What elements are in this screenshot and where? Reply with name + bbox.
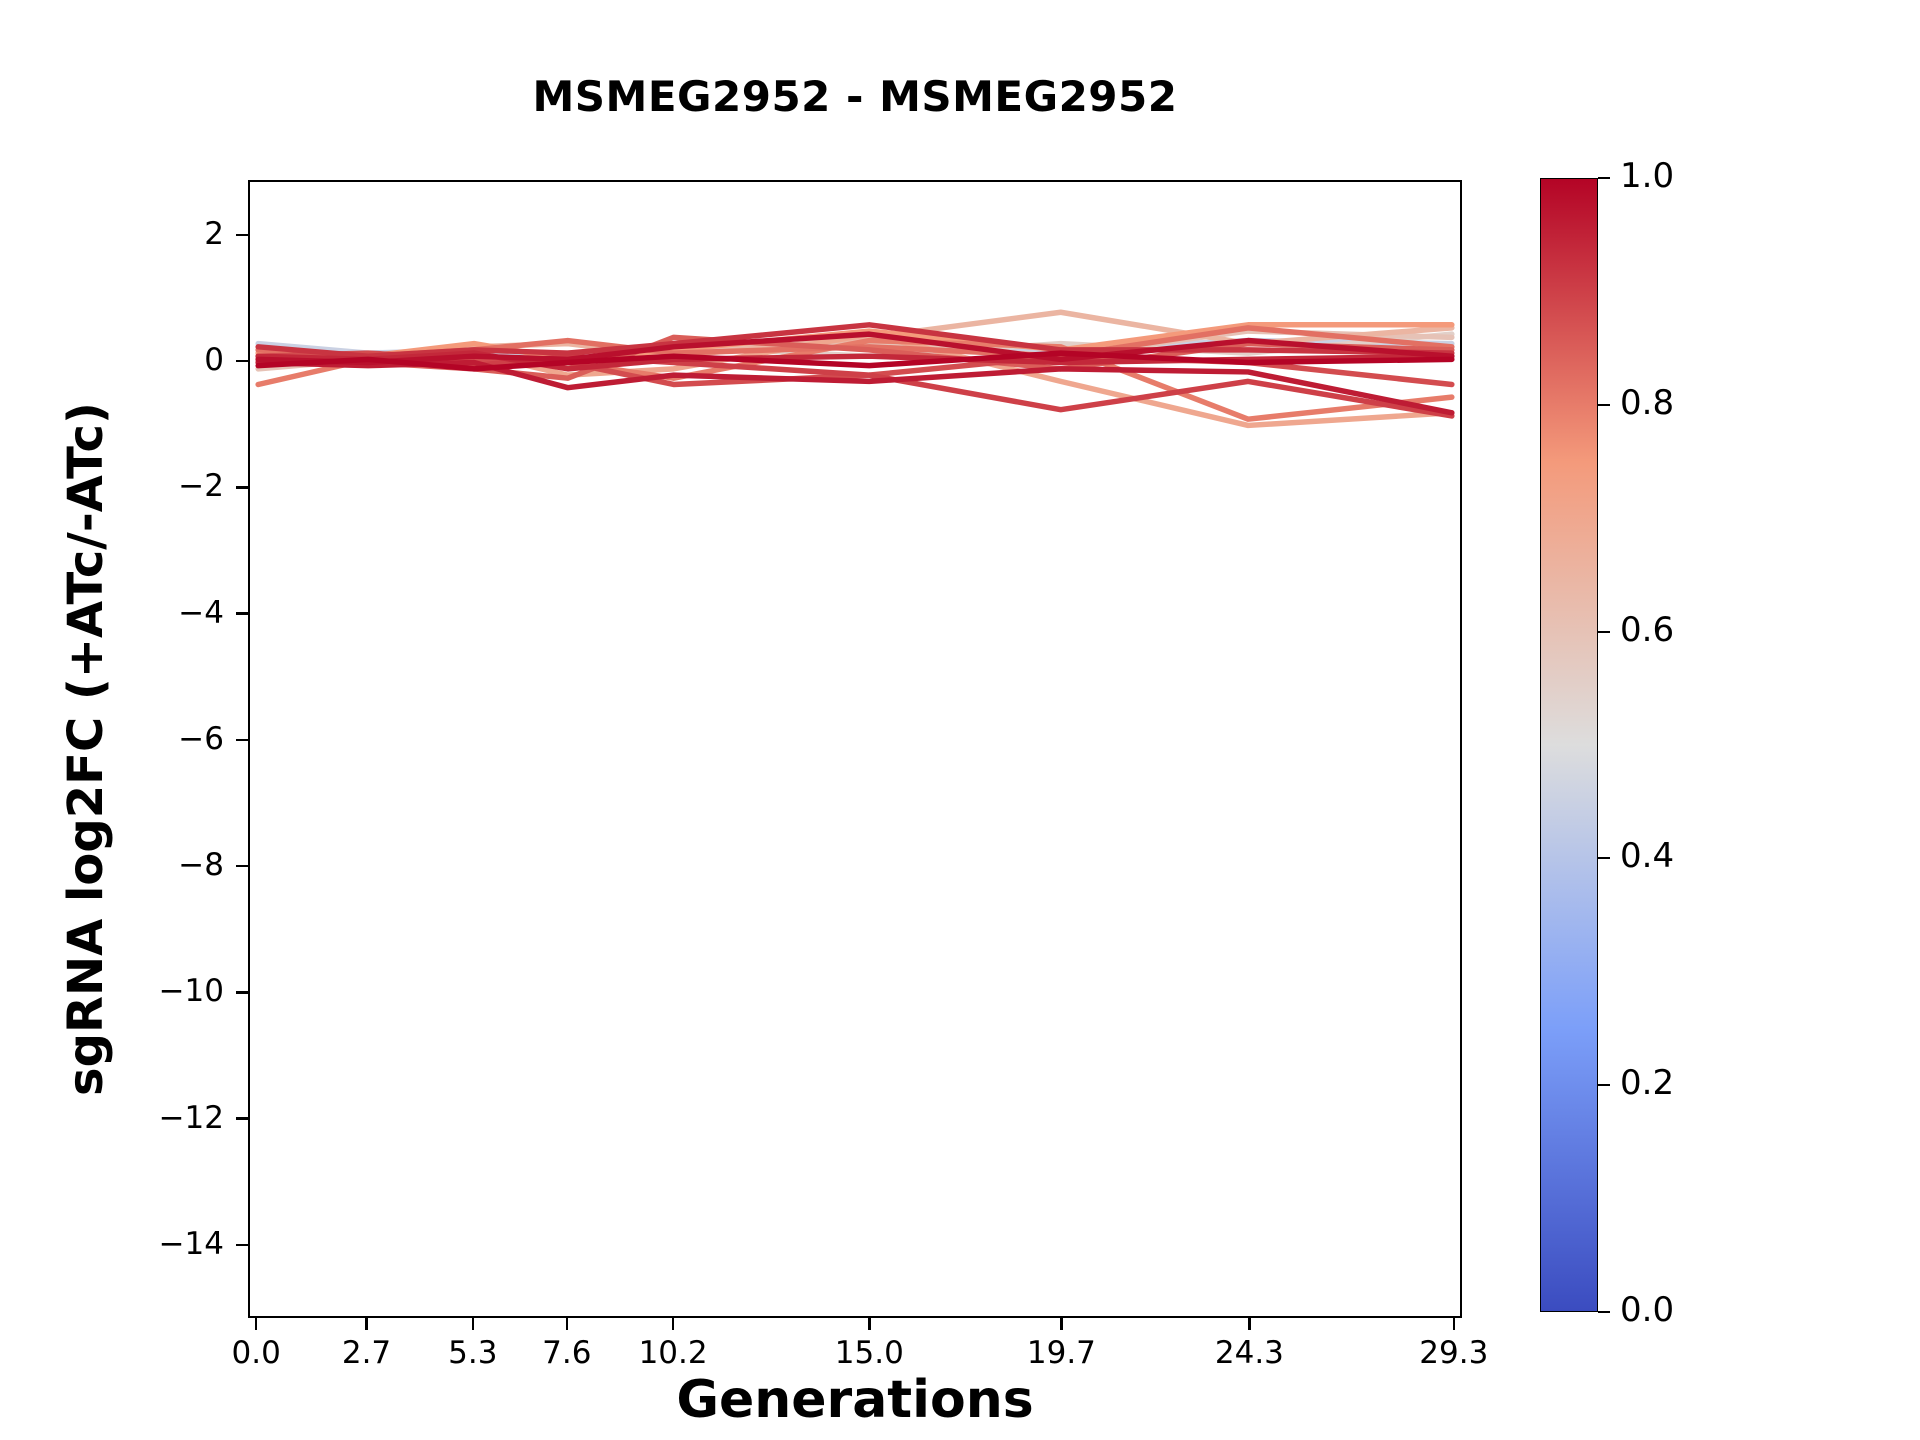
x-tick-mark xyxy=(471,1318,475,1330)
x-tick-label: 5.3 xyxy=(448,1335,498,1371)
colorbar xyxy=(1540,178,1598,1312)
series-line-11 xyxy=(255,322,1455,359)
x-tick-label: 10.2 xyxy=(638,1335,708,1371)
y-tick-label: −12 xyxy=(158,1099,224,1136)
y-tick-mark xyxy=(236,612,248,615)
x-axis-label: Generations xyxy=(676,1370,1034,1430)
colorbar-tick-mark xyxy=(1598,1311,1610,1313)
colorbar-tick-label: 0.0 xyxy=(1620,1290,1675,1330)
x-tick-label: 29.3 xyxy=(1419,1335,1489,1371)
colorbar-tick-mark xyxy=(1598,177,1610,179)
y-tick-label: −2 xyxy=(178,468,224,505)
x-tick-mark xyxy=(365,1318,368,1330)
y-tick-mark xyxy=(236,738,248,742)
x-tick-mark xyxy=(254,1318,258,1330)
y-tick-label: −8 xyxy=(178,847,224,884)
y-tick-mark xyxy=(236,486,248,489)
y-tick-label: 0 xyxy=(204,342,224,379)
x-tick-label: 19.7 xyxy=(1026,1335,1096,1371)
colorbar-tick-mark xyxy=(1598,857,1610,860)
colorbar-tick-label: 1.0 xyxy=(1620,156,1675,196)
x-tick-label: 7.6 xyxy=(542,1335,592,1371)
colorbar-tick-mark xyxy=(1598,1084,1610,1087)
plot-area xyxy=(248,180,1462,1318)
y-tick-mark xyxy=(236,1243,248,1246)
series-line-15 xyxy=(255,350,1455,372)
chart-title: MSMEG2952 - MSMEG2952 xyxy=(532,72,1178,121)
x-tick-mark xyxy=(671,1318,675,1330)
x-tick-mark xyxy=(565,1318,569,1330)
y-tick-label: −10 xyxy=(158,973,224,1010)
y-tick-label: −6 xyxy=(178,720,224,757)
x-tick-mark xyxy=(868,1318,871,1330)
series-lines-canvas xyxy=(255,309,1455,429)
colorbar-tick-label: 0.8 xyxy=(1620,382,1675,423)
x-tick-label: 24.3 xyxy=(1214,1335,1284,1371)
x-tick-label: 2.7 xyxy=(341,1335,392,1371)
y-tick-mark xyxy=(236,1117,248,1120)
colorbar-tick-label: 0.2 xyxy=(1620,1063,1675,1104)
x-tick-label: 15.0 xyxy=(834,1335,904,1371)
colorbar-tick-label: 0.6 xyxy=(1620,609,1675,650)
x-tick-mark xyxy=(1060,1318,1063,1330)
y-tick-label: −4 xyxy=(178,594,224,631)
x-tick-mark xyxy=(1452,1318,1456,1330)
colorbar-tick-label: 0.4 xyxy=(1620,836,1675,877)
x-tick-label: 0.0 xyxy=(231,1335,281,1371)
y-tick-mark xyxy=(236,991,248,994)
colorbar-tick-mark xyxy=(1598,630,1610,633)
y-tick-mark xyxy=(236,864,248,868)
y-tick-label: 2 xyxy=(204,215,224,252)
colorbar-tick-mark xyxy=(1598,403,1610,406)
x-tick-mark xyxy=(1248,1318,1251,1330)
y-tick-mark xyxy=(236,233,248,237)
y-tick-mark xyxy=(236,359,248,363)
y-tick-label: −14 xyxy=(158,1225,224,1262)
